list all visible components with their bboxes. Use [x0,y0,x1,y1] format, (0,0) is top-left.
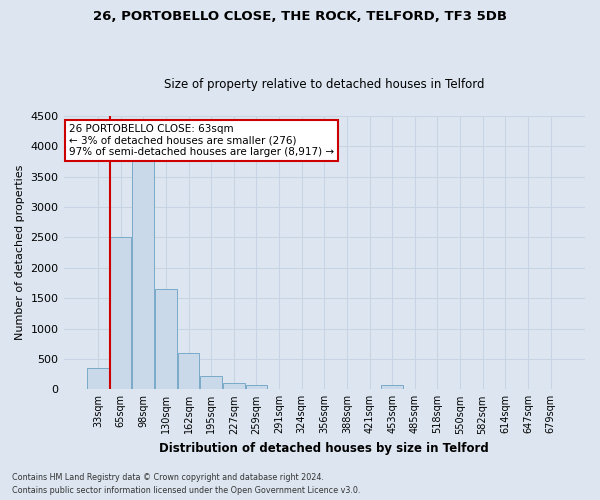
Y-axis label: Number of detached properties: Number of detached properties [15,165,25,340]
Bar [200,376,222,390]
Bar [155,289,176,390]
Bar [382,386,403,390]
Bar [110,238,131,390]
Bar [223,383,245,390]
Bar [87,368,109,390]
Title: Size of property relative to detached houses in Telford: Size of property relative to detached ho… [164,78,485,91]
X-axis label: Distribution of detached houses by size in Telford: Distribution of detached houses by size … [160,442,489,455]
Bar [245,386,267,390]
Bar [178,353,199,390]
Text: Contains HM Land Registry data © Crown copyright and database right 2024.
Contai: Contains HM Land Registry data © Crown c… [12,474,361,495]
Text: 26 PORTOBELLO CLOSE: 63sqm
← 3% of detached houses are smaller (276)
97% of semi: 26 PORTOBELLO CLOSE: 63sqm ← 3% of detac… [69,124,334,157]
Text: 26, PORTOBELLO CLOSE, THE ROCK, TELFORD, TF3 5DB: 26, PORTOBELLO CLOSE, THE ROCK, TELFORD,… [93,10,507,23]
Bar [133,162,154,390]
